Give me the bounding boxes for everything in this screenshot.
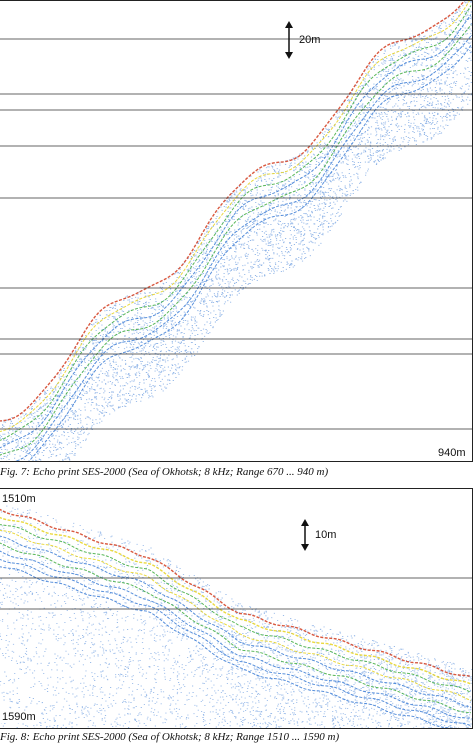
top-depth-label-fig8: 1510m	[0, 493, 38, 505]
echo-print-image-fig7	[0, 1, 472, 461]
caption-fig7: Fig. 7: Echo print SES-2000 (Sea of Okho…	[0, 466, 329, 478]
echo-print-panel-fig7: 20m 940m	[0, 0, 473, 462]
echo-print-panel-fig8: 1510m 10m 1590m	[0, 488, 473, 729]
double-arrow-icon	[301, 519, 309, 551]
scale-bar-fig8	[298, 519, 312, 554]
echo-print-image-fig8	[0, 500, 472, 728]
scale-label-fig7: 20m	[299, 34, 321, 46]
double-arrow-icon	[285, 21, 293, 59]
bottom-depth-label-fig7: 940m	[436, 447, 468, 459]
bottom-depth-label-fig8: 1590m	[0, 711, 38, 723]
scale-bar-fig7	[282, 21, 296, 62]
caption-fig8: Fig. 8: Echo print SES-2000 (Sea of Okho…	[0, 731, 340, 743]
scale-label-fig8: 10m	[315, 529, 337, 541]
